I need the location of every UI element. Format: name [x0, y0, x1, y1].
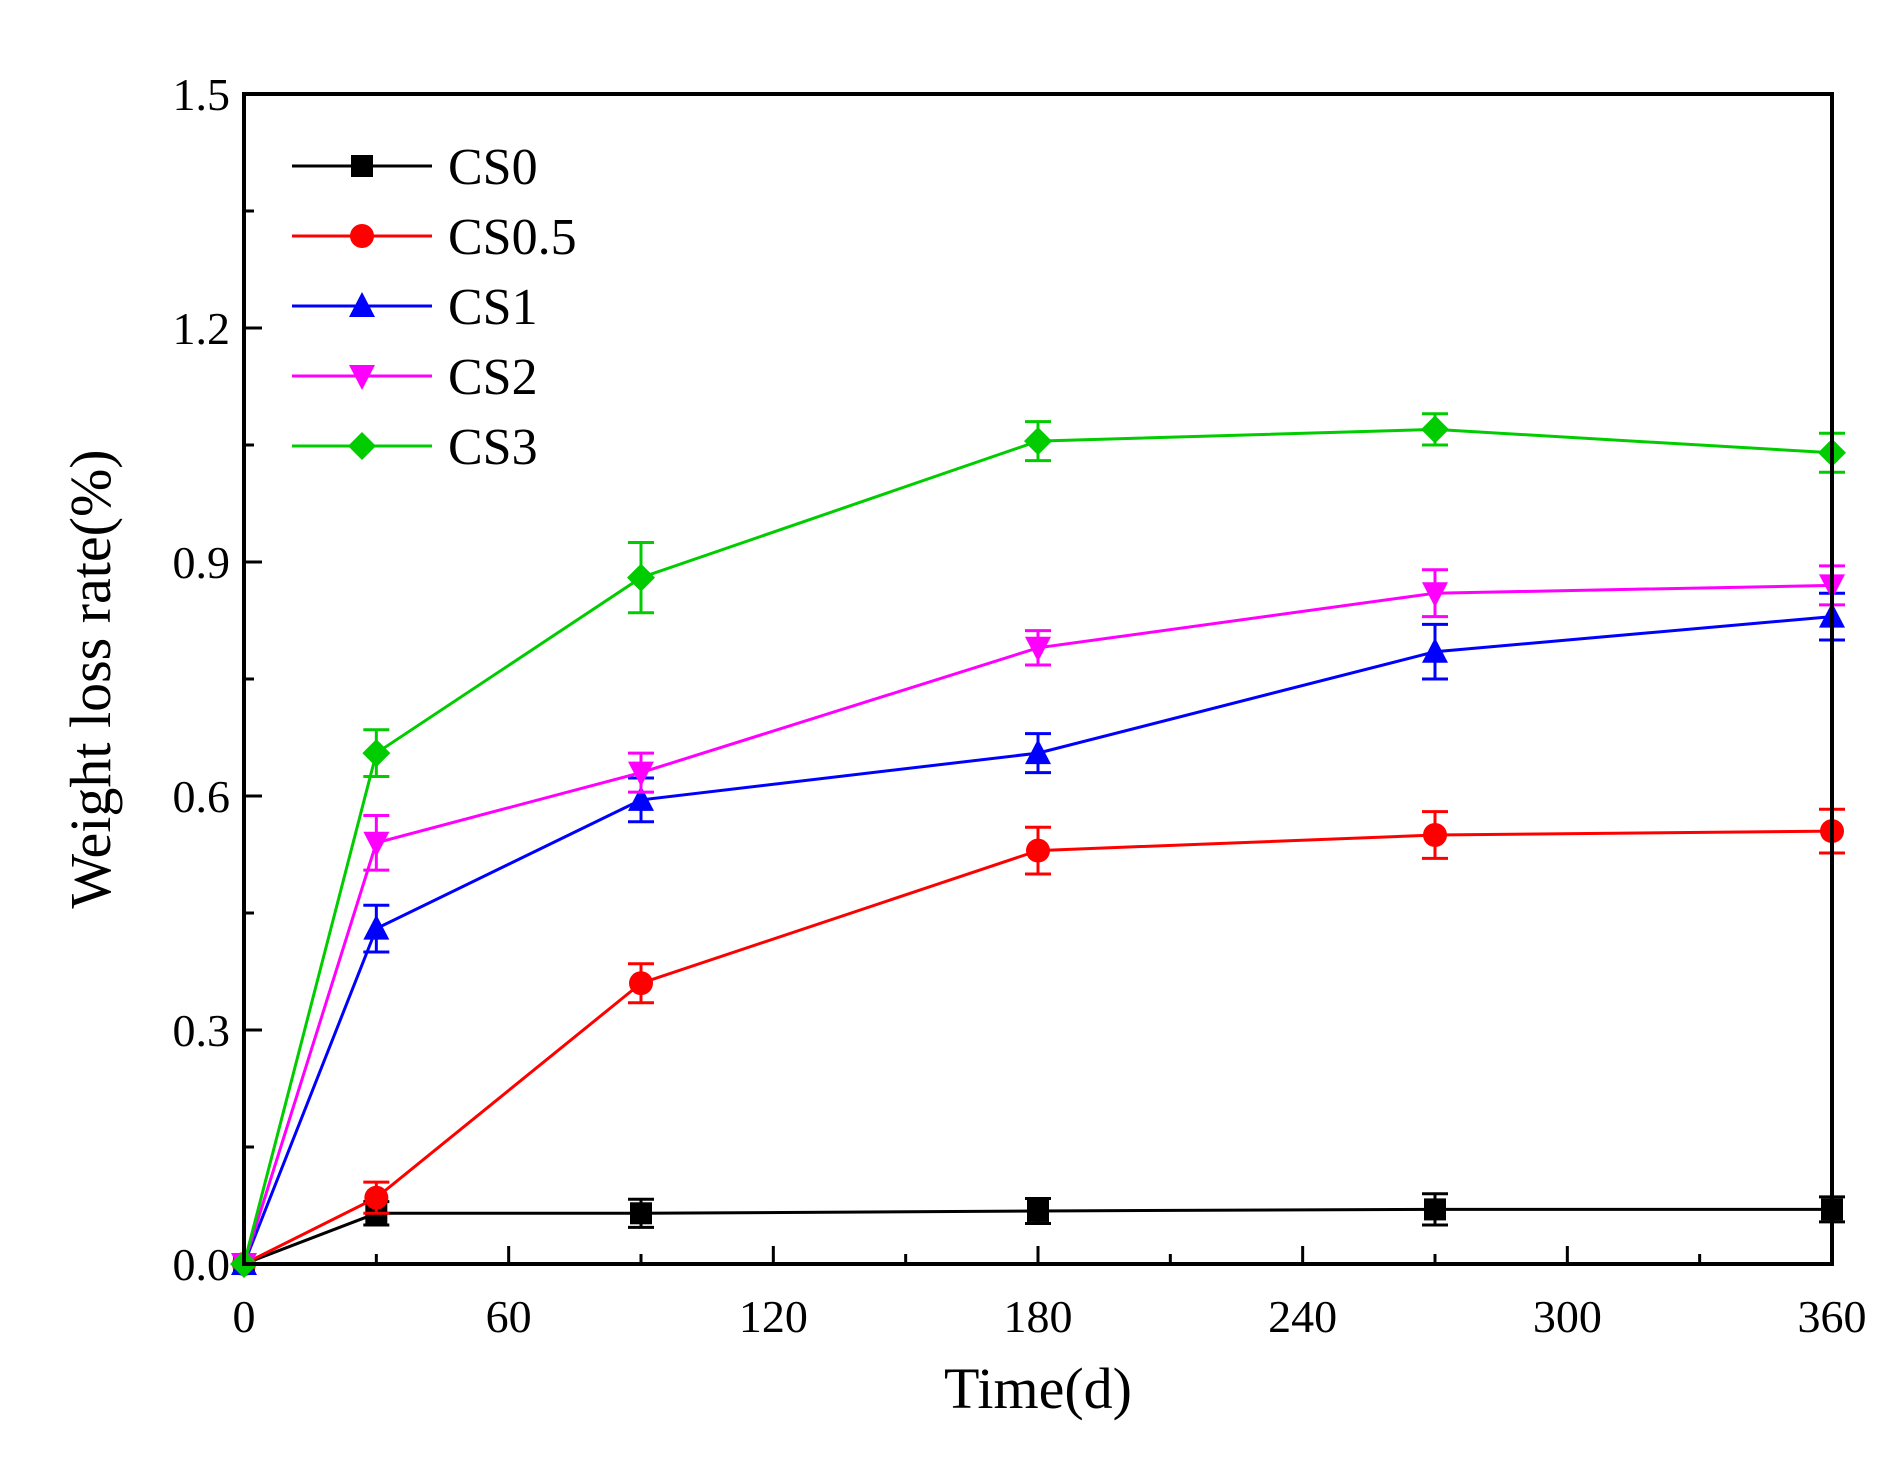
legend-marker [351, 155, 373, 177]
legend-item: CS1 [292, 279, 538, 336]
legend-item: CS0 [292, 139, 538, 196]
series-CS1 [231, 591, 1845, 1275]
data-point [1421, 415, 1449, 444]
plot-frame [242, 92, 1834, 1266]
data-point [629, 971, 653, 996]
legend-marker [350, 224, 374, 248]
data-point [1027, 1199, 1049, 1222]
data-point [364, 1185, 389, 1210]
y-tick-label: 0.9 [173, 537, 231, 588]
data-point [1025, 739, 1051, 765]
series-line [242, 615, 1833, 1265]
x-tick-label: 300 [1533, 1291, 1602, 1342]
x-tick-label: 360 [1798, 1291, 1867, 1342]
legend-marker [348, 432, 376, 460]
x-tick-label: 180 [1004, 1291, 1073, 1342]
data-point [362, 739, 391, 768]
x-tick-label: 0 [233, 1291, 256, 1342]
data-point [630, 1202, 652, 1225]
data-point [1423, 823, 1447, 847]
axis-ticks [242, 92, 1834, 1266]
legend-label: CS0 [448, 139, 538, 196]
x-tick-label: 120 [739, 1291, 808, 1342]
legend-marker [349, 292, 375, 317]
data-point [363, 831, 390, 857]
data-point [1025, 636, 1051, 662]
y-tick-label: 0.0 [173, 1239, 231, 1290]
data-series [230, 412, 1846, 1278]
series-line [243, 1207, 1832, 1266]
data-point [628, 785, 654, 811]
legend-item: CS2 [292, 349, 538, 406]
x-tick-label: 240 [1268, 1291, 1337, 1342]
x-axis-title: Time(d) [944, 1356, 1132, 1421]
data-point [627, 563, 655, 592]
y-tick-label: 0.6 [173, 771, 231, 822]
series-line [242, 427, 1833, 1265]
legend-label: CS3 [448, 419, 538, 476]
legend-item: CS3 [292, 419, 538, 476]
series-line [242, 583, 1833, 1265]
legend-marker [349, 365, 375, 390]
data-point [1424, 1198, 1446, 1221]
series-line [243, 829, 1833, 1266]
data-point [1422, 582, 1448, 608]
legend: CS0 CS0.5 CS1 CS2 CS3 [292, 139, 577, 476]
series-CS2 [231, 564, 1845, 1278]
y-tick-label: 0.3 [173, 1005, 231, 1056]
data-point [363, 914, 390, 940]
legend-label: CS1 [448, 279, 538, 336]
data-point [1422, 637, 1448, 663]
tick-labels: 0 60 120 180 240 300 360 0.0 0.3 0.6 0.9 1.2 1.5 [173, 69, 1867, 1342]
data-point [1024, 427, 1052, 456]
y-axis-title: Weight loss rate(%) [58, 449, 123, 908]
data-point [1026, 838, 1050, 863]
y-tick-label: 1.2 [173, 303, 231, 354]
legend-label: CS2 [448, 349, 538, 406]
y-tick-label: 1.5 [173, 69, 231, 120]
data-point [628, 761, 654, 787]
x-tick-label: 60 [486, 1291, 532, 1342]
legend-item: CS0.5 [292, 209, 577, 266]
legend-label: CS0.5 [448, 209, 577, 266]
